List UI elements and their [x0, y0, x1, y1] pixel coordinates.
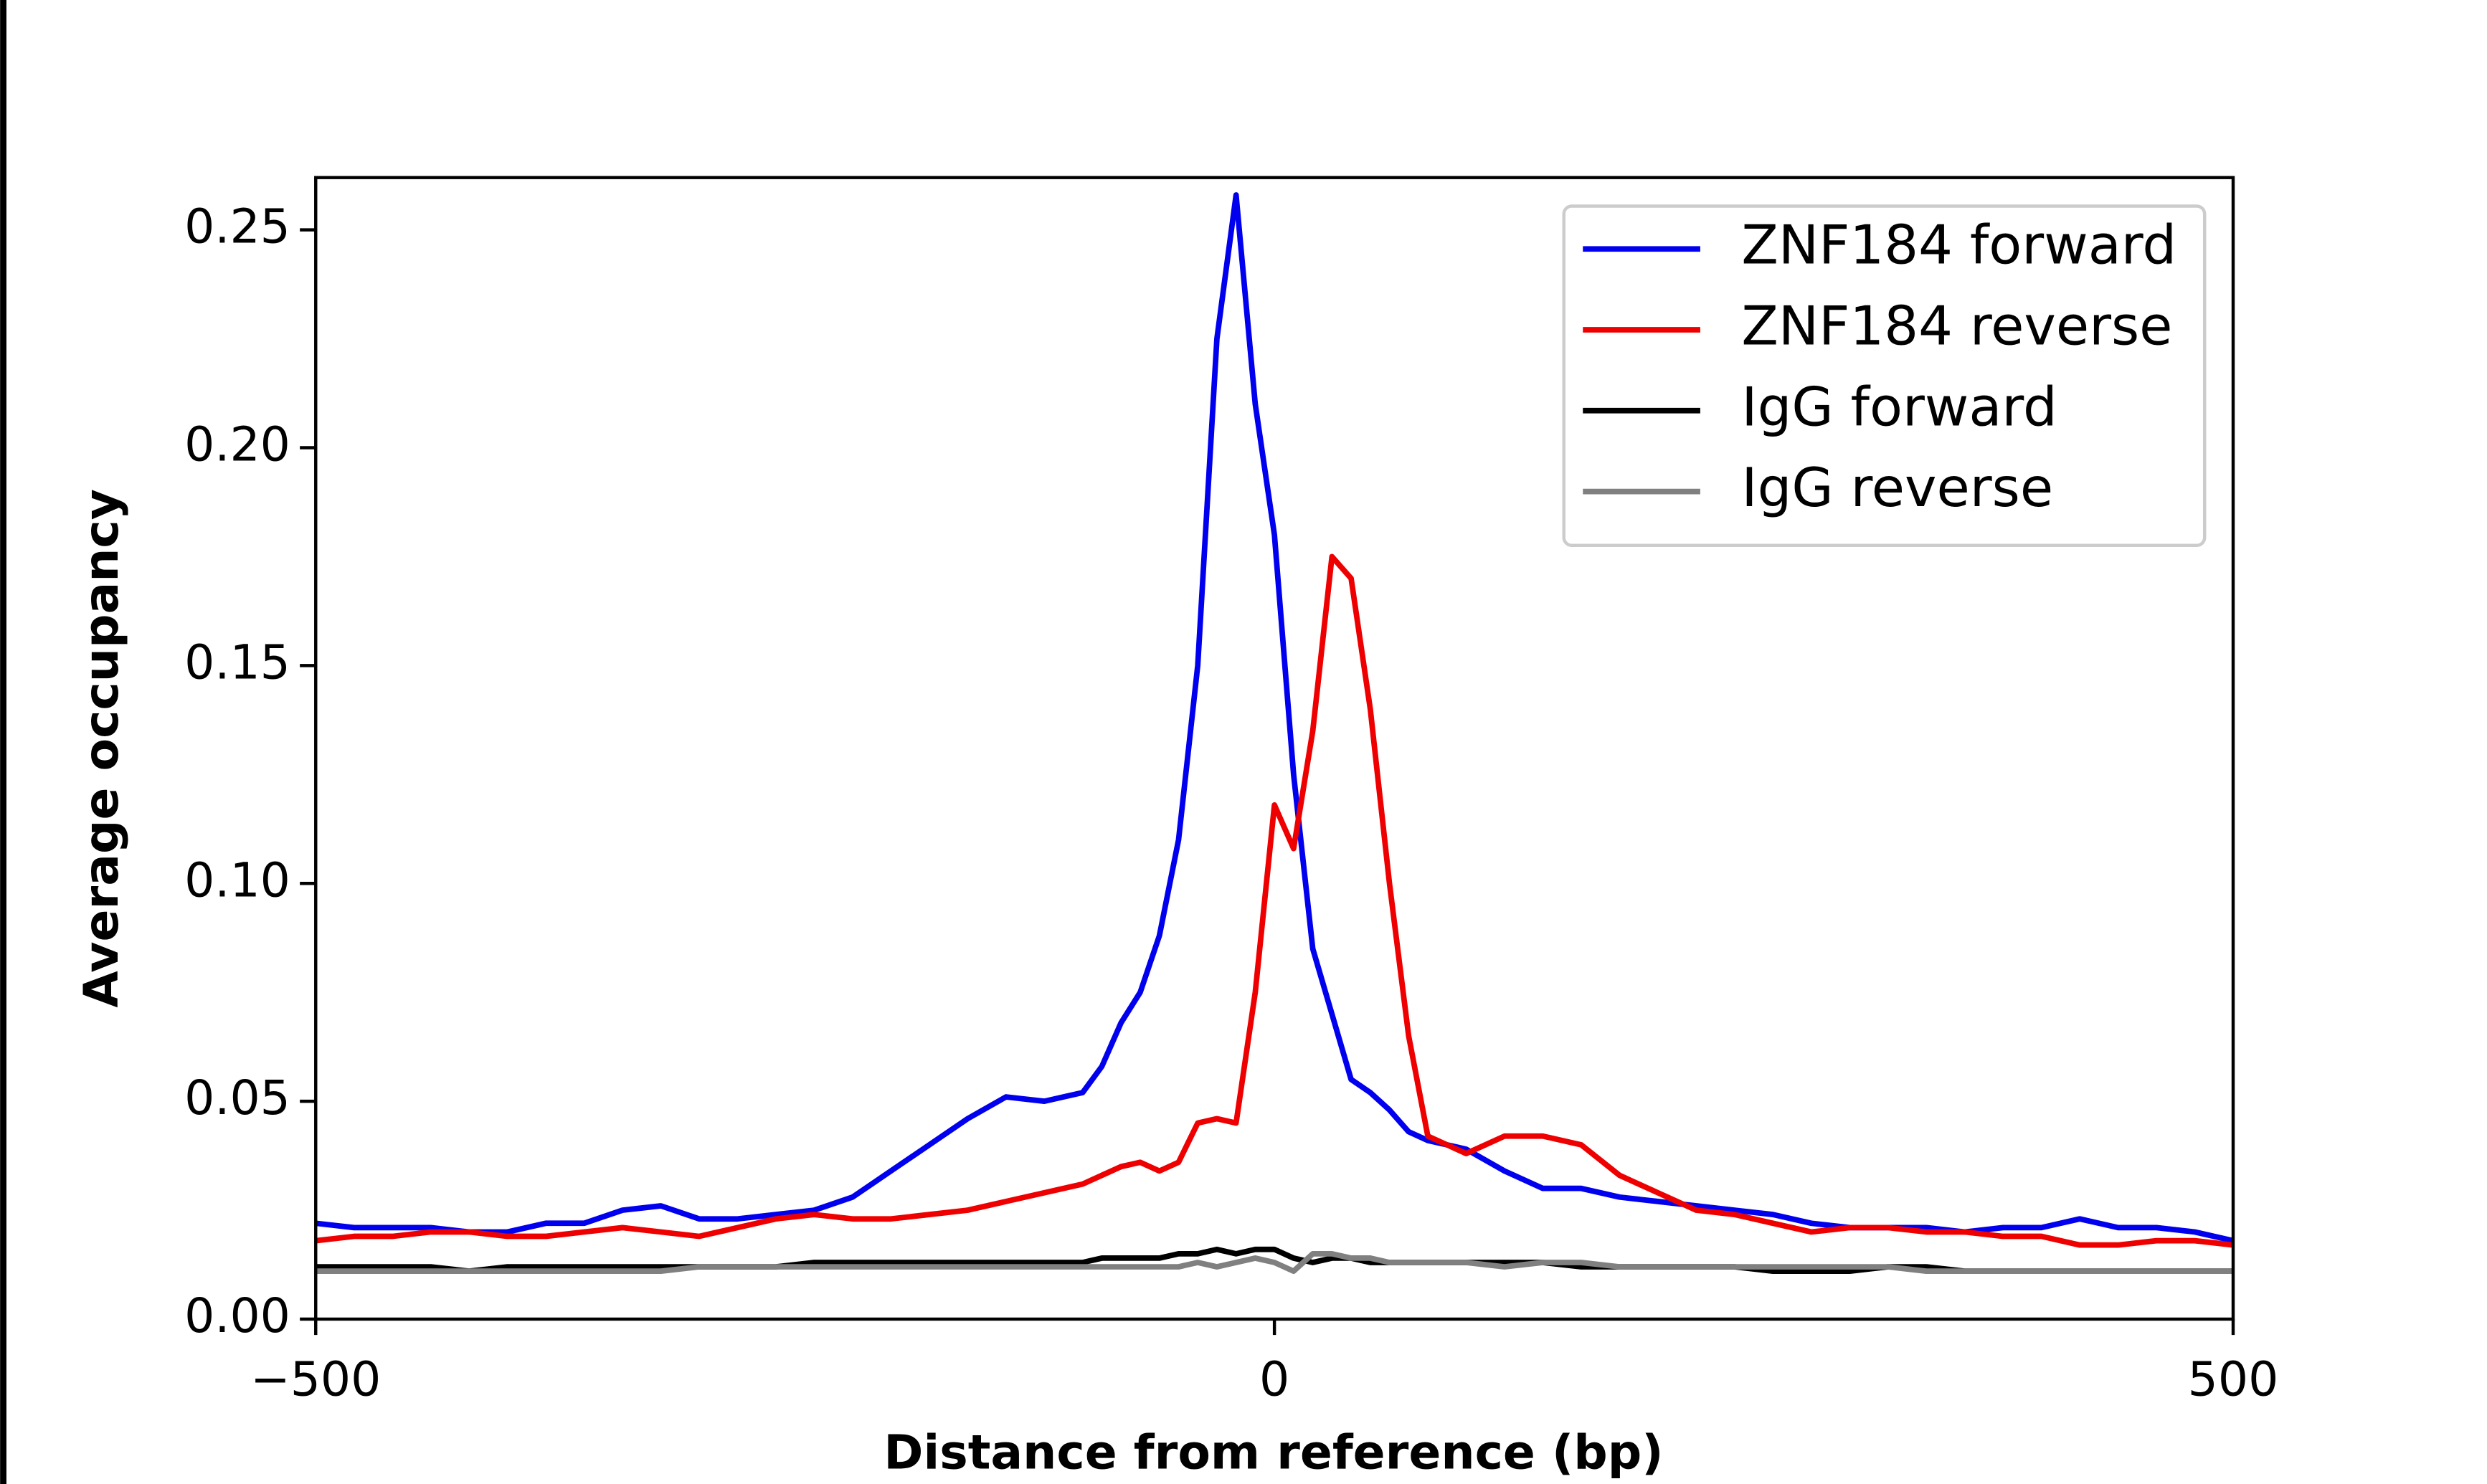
x-axis-label: Distance from reference (bp)	[884, 1424, 1663, 1480]
y-tick-label: 0.15	[184, 634, 290, 690]
legend-label: IgG forward	[1741, 375, 2057, 438]
legend-label: ZNF184 forward	[1741, 214, 2176, 277]
x-tick-label: −500	[250, 1351, 381, 1407]
axes-frame	[314, 176, 2235, 1321]
legend-label: IgG reverse	[1741, 456, 2053, 519]
x-tick-label: 0	[1259, 1351, 1289, 1407]
y-axis-label: Average occupancy	[73, 489, 129, 1008]
x-tick-label: 500	[2188, 1351, 2279, 1407]
y-tick-label: 0.25	[184, 199, 290, 255]
y-tick-label: 0.05	[184, 1070, 290, 1126]
series-line	[316, 1250, 2234, 1275]
y-tick-label: 0.10	[184, 852, 290, 908]
legend-box	[1562, 204, 2207, 547]
left-edge	[0, 0, 7, 1484]
y-tick-label: 0.00	[184, 1288, 290, 1343]
series-line	[316, 553, 2234, 1248]
y-tick-label: 0.20	[184, 417, 290, 472]
legend-label: ZNF184 reverse	[1741, 295, 2172, 358]
